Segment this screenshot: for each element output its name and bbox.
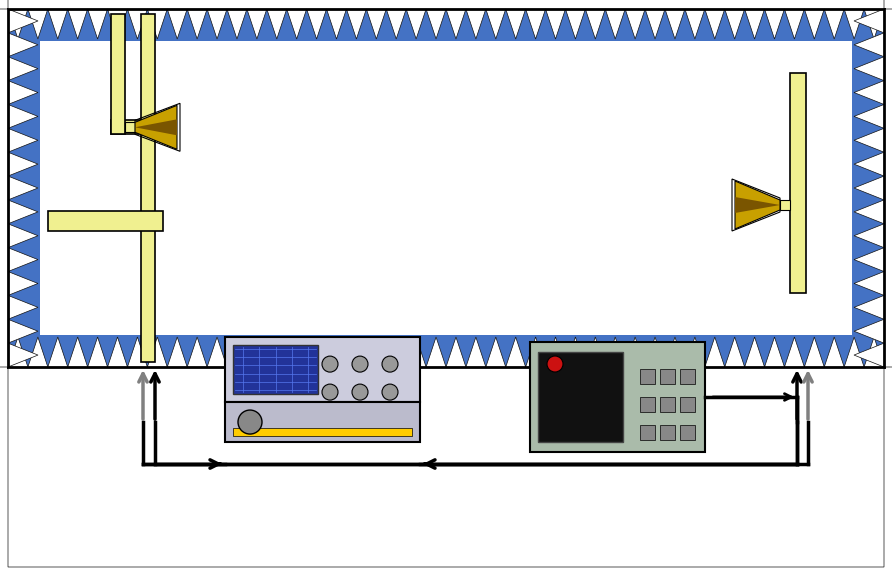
- Circle shape: [322, 356, 338, 372]
- FancyBboxPatch shape: [225, 402, 420, 442]
- Bar: [48, 211, 163, 231]
- Bar: [233, 428, 412, 436]
- Bar: [660, 397, 675, 412]
- Bar: [125, 122, 135, 132]
- Bar: [640, 397, 655, 412]
- Bar: [640, 369, 655, 384]
- Polygon shape: [854, 9, 892, 367]
- Bar: [660, 425, 675, 440]
- Bar: [233, 345, 318, 394]
- Circle shape: [322, 384, 338, 400]
- Bar: [111, 14, 125, 134]
- Bar: [790, 73, 806, 293]
- Polygon shape: [8, 0, 884, 39]
- Bar: [680, 397, 695, 412]
- Circle shape: [547, 356, 563, 372]
- Bar: [680, 425, 695, 440]
- Polygon shape: [135, 120, 177, 136]
- Bar: [8, 9, 884, 367]
- Polygon shape: [0, 9, 38, 367]
- FancyBboxPatch shape: [225, 337, 420, 402]
- Circle shape: [382, 356, 398, 372]
- Bar: [40, 41, 852, 335]
- Bar: [141, 14, 155, 362]
- Circle shape: [238, 410, 262, 434]
- Circle shape: [382, 384, 398, 400]
- FancyBboxPatch shape: [530, 342, 705, 452]
- Circle shape: [352, 384, 368, 400]
- Bar: [538, 352, 623, 442]
- Bar: [780, 200, 790, 210]
- Bar: [111, 120, 141, 134]
- Bar: [680, 369, 695, 384]
- Bar: [8, 9, 884, 367]
- Polygon shape: [735, 197, 780, 213]
- Polygon shape: [8, 337, 884, 567]
- Bar: [640, 425, 655, 440]
- Polygon shape: [735, 181, 780, 229]
- Polygon shape: [135, 105, 177, 149]
- Bar: [660, 369, 675, 384]
- Circle shape: [352, 356, 368, 372]
